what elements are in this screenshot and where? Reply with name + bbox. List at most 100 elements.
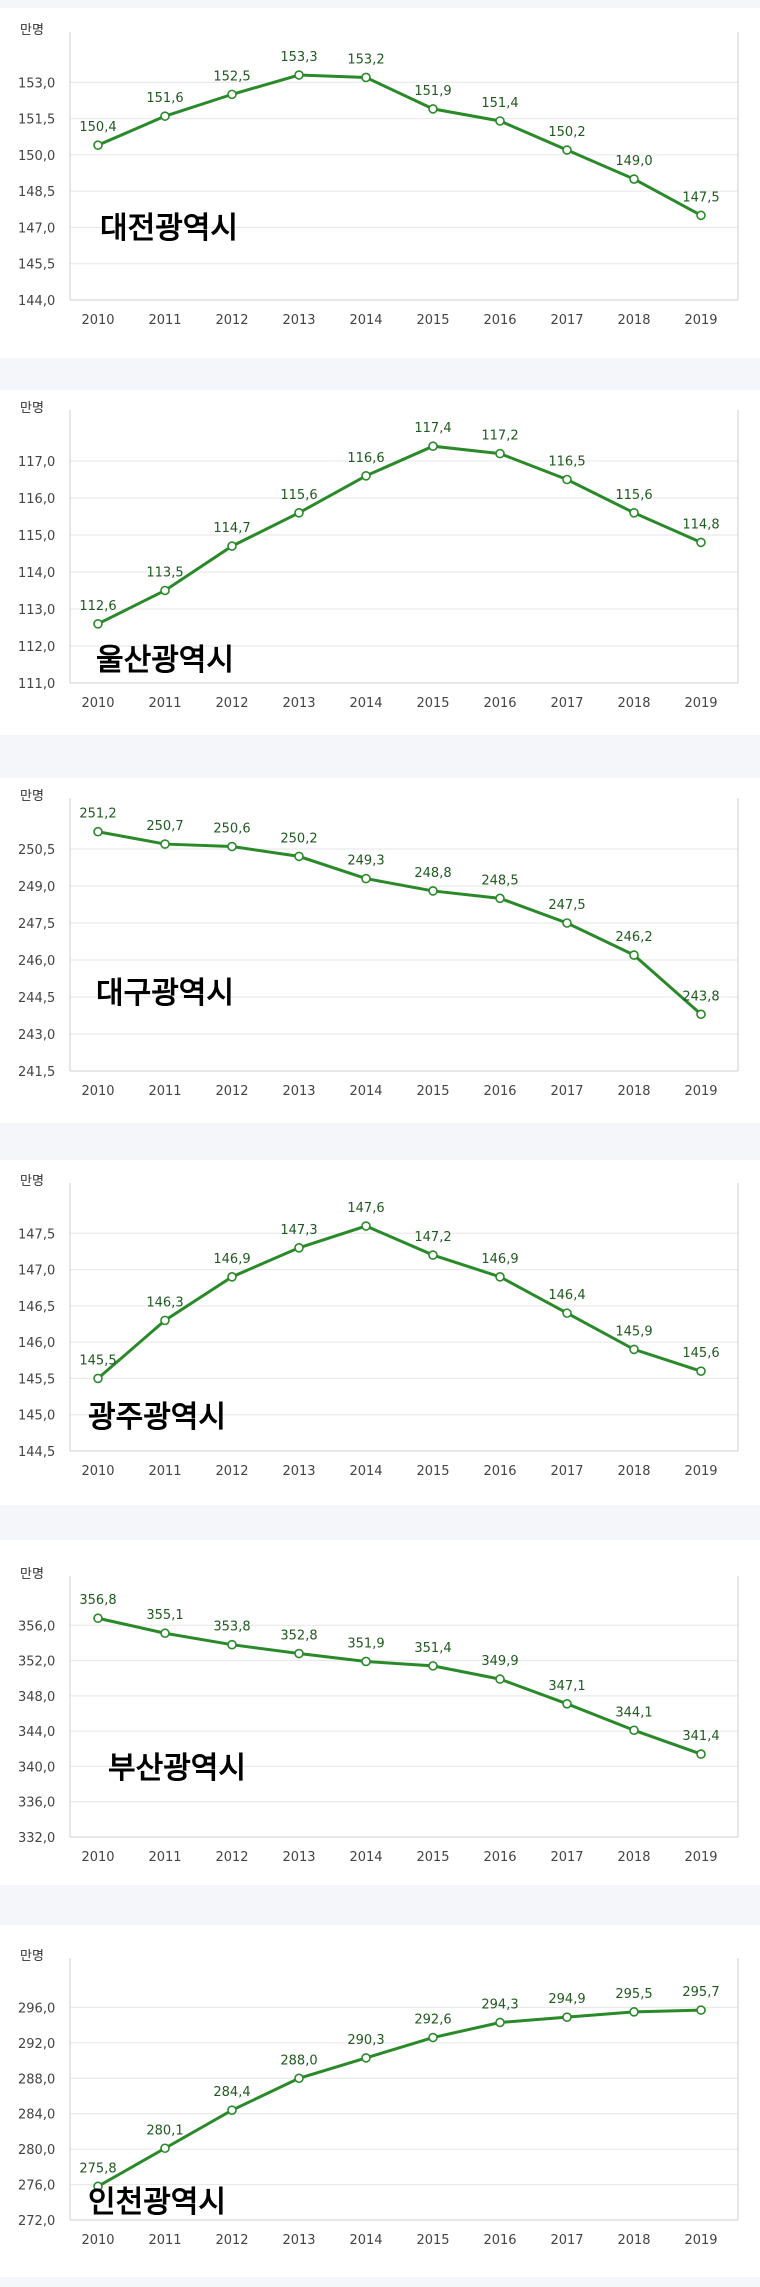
x-tick-label: 2013 — [282, 313, 315, 328]
x-tick-label: 2018 — [617, 1850, 650, 1865]
chart-panel: 만명 153,0 151,5 150,0 148,5 147,0 145,5 144,0 201… — [0, 8, 760, 358]
data-point — [93, 140, 103, 150]
y-tick-label: 243,0 — [18, 1028, 55, 1043]
x-tick-label: 2013 — [282, 1084, 315, 1099]
y-tick-label: 340,0 — [18, 1760, 55, 1775]
data-label: 355,1 — [146, 1608, 183, 1623]
data-point — [495, 1272, 505, 1282]
data-label: 146,9 — [213, 1252, 250, 1267]
chart-panel: 만명 250,5 249,0 247,5 246,0 244,5 243,0 241,5 201… — [0, 778, 760, 1123]
data-label: 288,0 — [280, 2053, 317, 2068]
series-line — [97, 1616, 702, 1756]
data-point — [160, 2143, 170, 2154]
x-tick-label: 2013 — [282, 1464, 315, 1479]
y-tick-label: 249,0 — [18, 880, 55, 895]
data-label: 146,9 — [481, 1252, 518, 1267]
x-tick-label: 2016 — [483, 696, 516, 711]
data-label: 117,2 — [481, 429, 518, 444]
x-tick-label: 2014 — [349, 1850, 382, 1865]
x-tick-label: 2016 — [483, 2233, 516, 2248]
data-point — [361, 2053, 371, 2063]
x-tick-label: 2010 — [81, 696, 114, 711]
chart-title: 부산광역시 — [108, 1751, 246, 1786]
data-point — [495, 448, 505, 459]
data-label: 150,4 — [79, 120, 116, 135]
y-tick-label: 153,0 — [18, 76, 55, 91]
data-label: 294,3 — [481, 1997, 518, 2012]
y-tick-label: 151,5 — [18, 113, 55, 128]
data-label: 280,1 — [146, 2123, 183, 2138]
chart-panel: 만명 117,0 116,0 115,0 114,0 113,0 112,0 111,0 201… — [0, 390, 760, 735]
data-label: 352,8 — [280, 1629, 317, 1644]
x-tick-label: 2017 — [550, 696, 583, 711]
data-point — [428, 2032, 438, 2043]
data-point — [227, 89, 237, 100]
data-label: 356,8 — [79, 1593, 116, 1608]
data-point — [428, 441, 438, 452]
data-point — [227, 841, 237, 852]
x-tick-label: 2011 — [148, 696, 181, 711]
series-line — [97, 73, 702, 217]
data-label: 145,5 — [79, 1353, 116, 1368]
y-tick-label: 272,0 — [18, 2214, 55, 2229]
data-label: 145,9 — [615, 1324, 652, 1339]
y-tick-label: 284,0 — [18, 2108, 55, 2123]
y-tick-label: 114,0 — [18, 566, 55, 581]
data-label: 145,6 — [682, 1346, 719, 1361]
x-tick-label: 2012 — [215, 1084, 248, 1099]
data-label: 250,2 — [280, 831, 317, 846]
data-label: 351,4 — [414, 1641, 451, 1656]
data-point — [696, 2005, 706, 2015]
x-tick-label: 2019 — [684, 2233, 717, 2248]
data-label: 146,3 — [146, 1295, 183, 1310]
data-point — [294, 2073, 304, 2084]
data-label: 147,5 — [682, 190, 719, 205]
data-point — [294, 1648, 304, 1659]
data-label: 116,5 — [548, 455, 585, 470]
data-point — [696, 1749, 706, 1759]
data-label: 117,4 — [414, 421, 451, 436]
data-label: 349,9 — [481, 1654, 518, 1669]
y-tick-label: 250,5 — [18, 843, 55, 858]
y-tick-label: 332,0 — [18, 1831, 55, 1846]
x-tick-label: 2015 — [416, 1084, 449, 1099]
line-chart: 만명 147,5 147,0 146,5 146,0 145,5 145,0 144,5 201… — [18, 1174, 739, 1479]
data-label: 290,3 — [347, 2033, 384, 2048]
data-label: 152,5 — [213, 69, 250, 84]
data-point — [696, 537, 706, 548]
y-tick-label: 241,5 — [18, 1065, 55, 1080]
line-chart: 만명 356,0 352,0 348,0 344,0 340,0 336,0 332,0 201… — [18, 1567, 739, 1865]
y-tick-label: 116,0 — [18, 492, 55, 507]
chart-panel: 만명 147,5 147,0 146,5 146,0 145,5 145,0 144,5 201… — [0, 1160, 760, 1505]
data-label: 116,6 — [347, 451, 384, 466]
x-tick-label: 2013 — [282, 2233, 315, 2248]
data-point — [629, 508, 639, 518]
x-tick-label: 2019 — [684, 696, 717, 711]
series-line — [97, 444, 702, 626]
data-label: 150,2 — [548, 125, 585, 140]
data-point — [160, 585, 170, 596]
data-label: 146,4 — [548, 1288, 585, 1303]
data-label: 248,8 — [414, 866, 451, 881]
data-label: 249,3 — [347, 854, 384, 869]
unit-label: 만명 — [20, 1567, 44, 1582]
x-tick-label: 2011 — [148, 1464, 181, 1479]
series-line — [97, 830, 702, 1016]
data-label: 153,3 — [280, 50, 317, 65]
unit-label: 만명 — [20, 23, 44, 38]
y-tick-label: 115,0 — [18, 529, 55, 544]
data-label: 147,6 — [347, 1201, 384, 1216]
data-label: 112,6 — [79, 599, 116, 614]
data-label: 248,5 — [481, 873, 518, 888]
x-tick-label: 2013 — [282, 696, 315, 711]
series-line — [97, 1224, 702, 1380]
y-tick-label: 147,0 — [18, 1264, 55, 1279]
y-tick-label: 148,5 — [18, 185, 55, 200]
data-point — [562, 474, 572, 485]
chart-title: 대구광역시 — [96, 976, 234, 1011]
data-point — [428, 1250, 438, 1260]
data-point — [160, 839, 170, 849]
y-tick-label: 145,5 — [18, 1372, 55, 1387]
data-point — [361, 873, 371, 884]
